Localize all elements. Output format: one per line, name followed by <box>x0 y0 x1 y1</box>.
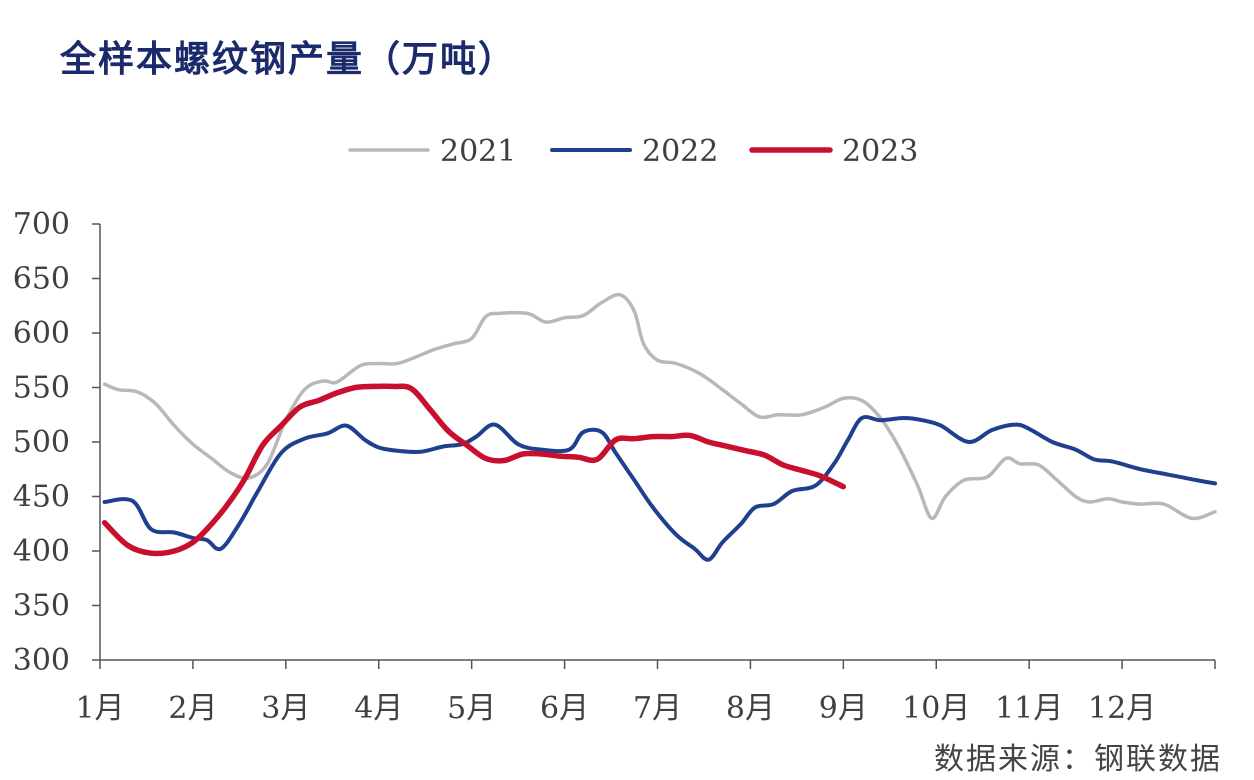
y-tick-label: 400 <box>13 534 70 569</box>
series-line-2022 <box>102 415 1217 562</box>
x-tick-label: 11月 <box>995 691 1063 726</box>
series-line-2023 <box>101 383 847 557</box>
y-tick-label: 350 <box>13 589 70 624</box>
x-tick-label: 2月 <box>168 691 217 726</box>
x-tick-label: 5月 <box>447 691 496 726</box>
x-tick-label: 3月 <box>261 691 310 726</box>
y-tick-label: 500 <box>13 425 70 460</box>
legend-label-2021: 2021 <box>440 134 516 169</box>
legend-label-2022: 2022 <box>642 134 718 169</box>
y-tick-label: 600 <box>13 316 70 351</box>
x-tick-label: 12月 <box>1088 691 1156 726</box>
x-tick-label: 10月 <box>902 691 970 726</box>
x-tick-label: 8月 <box>726 691 775 726</box>
y-tick-label: 650 <box>13 262 70 297</box>
x-tick-label: 6月 <box>540 691 589 726</box>
series-line-2021 <box>102 292 1217 521</box>
x-tick-label: 7月 <box>633 691 682 726</box>
y-tick-label: 700 <box>13 207 70 242</box>
y-tick-label: 450 <box>13 480 70 515</box>
x-tick-label: 4月 <box>354 691 403 726</box>
legend-label-2023: 2023 <box>842 134 918 169</box>
chart-title: 全样本螺纹钢产量（万吨） <box>60 38 517 80</box>
x-tick-label: 1月 <box>75 691 124 726</box>
x-tick-label: 9月 <box>819 691 868 726</box>
source-note: 数据来源：钢联数据 <box>934 742 1222 777</box>
y-tick-label: 550 <box>13 371 70 406</box>
chart-legend: 2021 2022 2023 <box>348 134 918 169</box>
y-tick-label: 300 <box>13 643 70 678</box>
chart-series <box>101 292 1217 562</box>
chart-axes: 300 350 400 450 500 550 600 650 700 1月 2月 3月 4月 5月 6月 7… <box>13 207 1216 726</box>
